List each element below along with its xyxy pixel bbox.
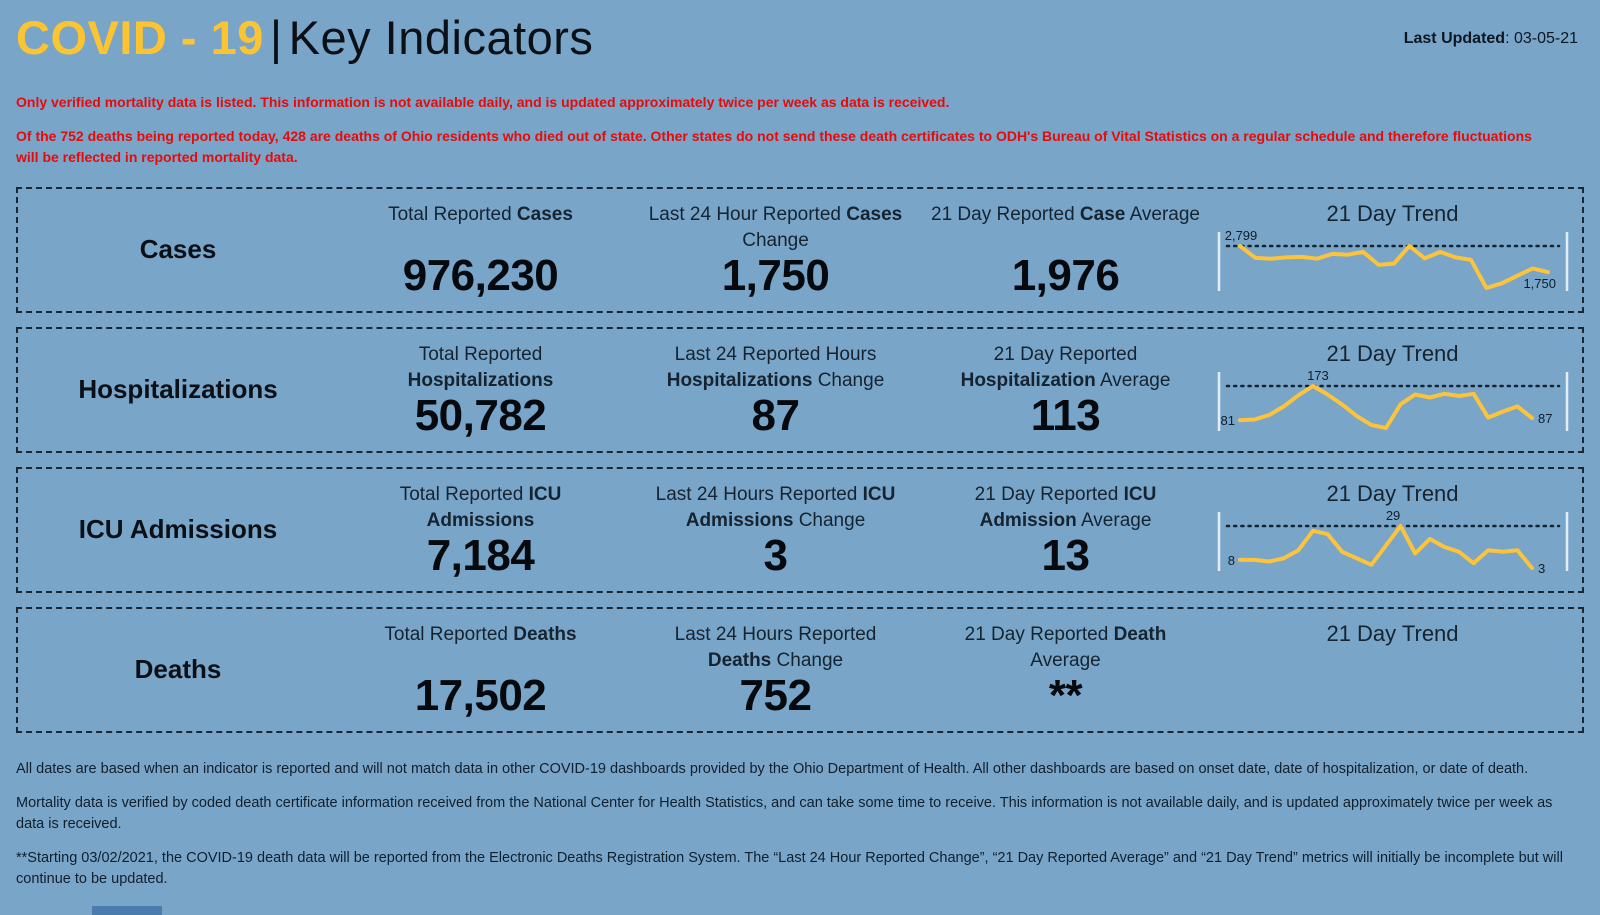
stat-24h-change: Last 24 Hours Reported Deaths Change 752	[633, 609, 918, 731]
stat-value: 1,976	[1011, 250, 1120, 300]
stat-total: Total Reported ICU Admissions 7,184	[328, 469, 633, 591]
trend-title: 21 Day Trend	[1326, 200, 1459, 226]
stat-heading: Total Reported Hospitalizations	[407, 343, 554, 391]
icu-sparkline: 8 29 3	[1214, 508, 1572, 580]
title-separator: |	[269, 11, 283, 64]
page-title: COVID - 19 | Key Indicators	[16, 12, 593, 64]
trend-title: 21 Day Trend	[1326, 620, 1459, 646]
stat-heading: 21 Day Reported Hospitalization Average	[960, 343, 1171, 391]
stat-heading: 21 Day Reported ICU Admission Average	[974, 483, 1157, 531]
out-of-state-deaths-notice: Of the 752 deaths being reported today, …	[16, 128, 1532, 165]
indicator-row-cases: Cases Total Reported Cases 976,230 Last …	[16, 186, 1584, 313]
indicator-row-hospitalizations: Hospitalizations Total Reported Hospital…	[16, 326, 1584, 453]
stat-heading: Last 24 Hours Reported ICU Admissions Ch…	[655, 483, 896, 531]
svg-text:3: 3	[1538, 561, 1545, 575]
row-label-cell: Cases	[28, 189, 328, 311]
last-updated-value: : 03-05-21	[1505, 30, 1578, 47]
stat-total: Total Reported Hospitalizations 50,782	[328, 329, 633, 451]
last-updated: Last Updated: 03-05-21	[1404, 30, 1578, 48]
stat-value: 17,502	[414, 670, 547, 720]
footnote-dates: All dates are based when an indicator is…	[16, 760, 1529, 777]
title-rest: Key Indicators	[288, 11, 594, 64]
stat-21day-average: 21 Day Reported ICU Admission Average 13	[918, 469, 1213, 591]
stat-value: **	[1048, 670, 1083, 720]
stat-heading: 21 Day Reported Death Average	[964, 623, 1167, 671]
stat-value: 13	[1041, 530, 1090, 580]
notices: Only verified mortality data is listed. …	[0, 82, 1600, 167]
stat-heading: Last 24 Hours Reported Deaths Change	[674, 623, 877, 671]
svg-text:173: 173	[1307, 369, 1329, 383]
stat-21day-average: 21 Day Reported Death Average **	[918, 609, 1213, 731]
svg-text:2,799: 2,799	[1224, 229, 1257, 243]
row-label: ICU Admissions	[78, 514, 278, 545]
indicator-rows: Cases Total Reported Cases 976,230 Last …	[0, 181, 1600, 733]
stat-21day-average: 21 Day Reported Hospitalization Average …	[918, 329, 1213, 451]
stat-value: 1,750	[721, 250, 830, 300]
stat-21day-average: 21 Day Reported Case Average 1,976	[918, 189, 1213, 311]
row-label-cell: ICU Admissions	[28, 469, 328, 591]
stat-value: 976,230	[402, 250, 559, 300]
stat-value: 3	[763, 530, 788, 580]
stat-heading: 21 Day Reported Case Average	[931, 203, 1200, 225]
stat-24h-change: Last 24 Hours Reported ICU Admissions Ch…	[633, 469, 918, 591]
stat-total: Total Reported Cases 976,230	[328, 189, 633, 311]
row-label: Cases	[139, 234, 217, 265]
mortality-notice: Only verified mortality data is listed. …	[16, 94, 950, 110]
stat-value: 7,184	[426, 530, 535, 580]
svg-text:81: 81	[1220, 413, 1234, 428]
title-covid: COVID - 19	[16, 11, 264, 64]
trend-title: 21 Day Trend	[1326, 340, 1459, 366]
stat-value: 87	[751, 390, 800, 440]
cases-sparkline: 2,799 1,750	[1214, 228, 1572, 300]
trend-title: 21 Day Trend	[1326, 480, 1459, 506]
stat-24h-change: Last 24 Hour Reported Cases Change 1,750	[633, 189, 918, 311]
indicator-row-icu-admissions: ICU Admissions Total Reported ICU Admiss…	[16, 466, 1584, 593]
indicator-row-deaths: Deaths Total Reported Deaths 17,502 Last…	[16, 606, 1584, 733]
stat-heading: Total Reported Cases	[388, 203, 573, 225]
row-label: Deaths	[134, 654, 222, 685]
trend-cell: 21 Day Trend	[1213, 609, 1572, 731]
trend-cell: 21 Day Trend 2,799 1,750	[1213, 189, 1572, 311]
row-label-cell: Deaths	[28, 609, 328, 731]
row-label-cell: Hospitalizations	[28, 329, 328, 451]
row-label: Hospitalizations	[78, 374, 278, 405]
svg-text:8: 8	[1227, 553, 1234, 568]
stat-value: 752	[739, 670, 812, 720]
stat-heading: Total Reported Deaths	[384, 623, 577, 645]
stat-heading: Total Reported ICU Admissions	[399, 483, 562, 531]
svg-text:87: 87	[1538, 411, 1552, 426]
stat-value: 113	[1030, 390, 1101, 440]
stat-heading: Last 24 Reported Hours Hospitalizations …	[666, 343, 885, 391]
footnotes: All dates are based when an indicator is…	[0, 747, 1600, 890]
stat-total: Total Reported Deaths 17,502	[328, 609, 633, 731]
bottom-partial-element	[92, 906, 162, 915]
stat-value: 50,782	[414, 390, 547, 440]
stat-24h-change: Last 24 Reported Hours Hospitalizations …	[633, 329, 918, 451]
last-updated-label: Last Updated	[1403, 30, 1506, 47]
stat-heading: Last 24 Hour Reported Cases Change	[648, 203, 903, 251]
svg-text:1,750: 1,750	[1523, 276, 1556, 291]
header: COVID - 19 | Key Indicators Last Updated: …	[0, 0, 1600, 82]
svg-text:29: 29	[1385, 509, 1399, 523]
trend-cell: 21 Day Trend 8 29 3	[1213, 469, 1572, 591]
hospitalizations-sparkline: 81 173 87	[1214, 368, 1572, 440]
footnote-mortality: Mortality data is verified by coded deat…	[16, 794, 1553, 832]
trend-cell: 21 Day Trend 81 173 87	[1213, 329, 1572, 451]
footnote-edrs: **Starting 03/02/2021, the COVID-19 deat…	[16, 849, 1563, 887]
